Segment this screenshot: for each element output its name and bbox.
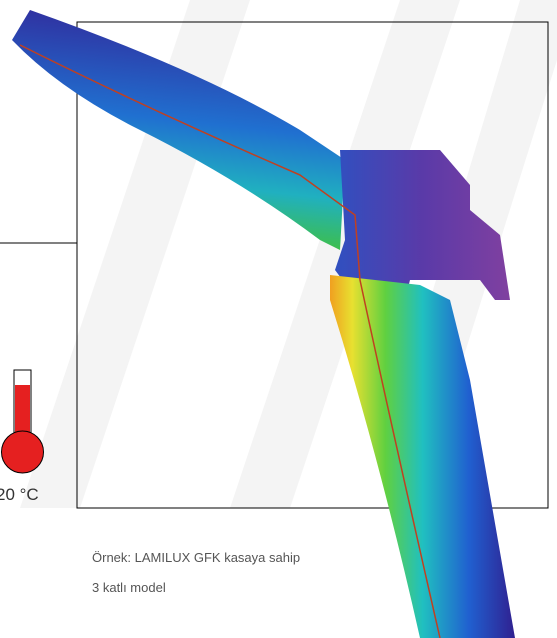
- caption-line: Örnek: LAMILUX GFK kasaya sahip: [92, 550, 300, 565]
- caption-line: 3 katlı model: [92, 580, 166, 595]
- temperature-label: 20 °C: [0, 485, 39, 504]
- lower-profile: [330, 275, 515, 638]
- figure: 20 °C Örnek: LAMILUX GFK kasaya sahip 3 …: [0, 0, 557, 638]
- thermometer: [2, 370, 44, 473]
